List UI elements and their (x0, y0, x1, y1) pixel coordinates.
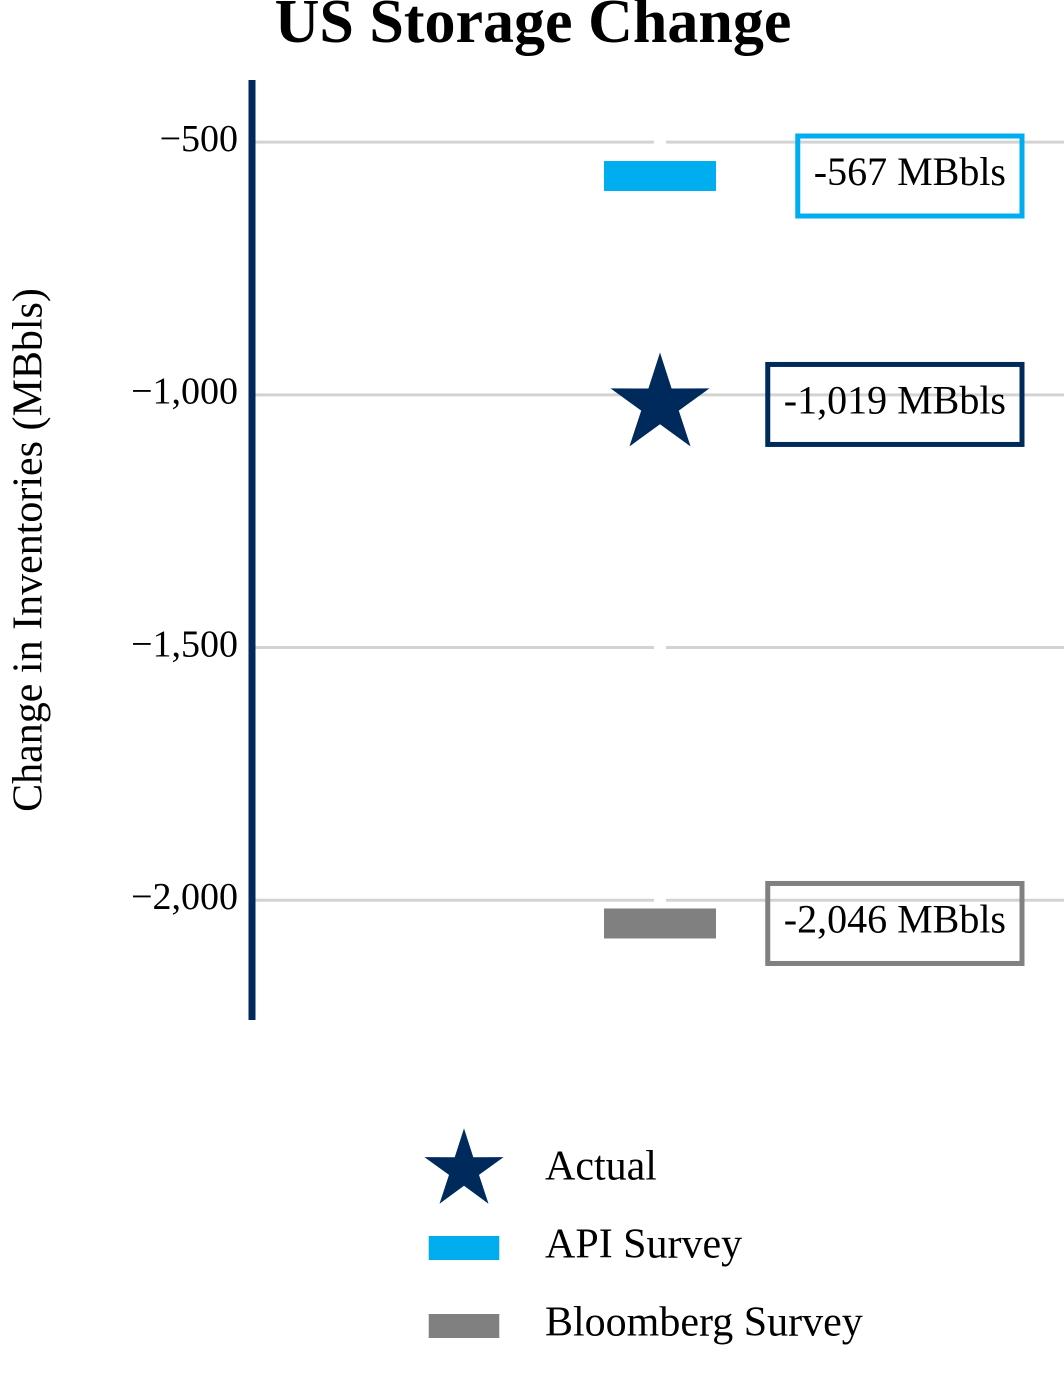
bar-marker (604, 161, 716, 192)
y-axis-label: Change in Inventories (MBbls) (6, 288, 52, 812)
value-label-box (765, 880, 1025, 966)
value-label: -2,046 MBbls (784, 897, 1006, 942)
value-label: -1,019 MBbls (784, 378, 1006, 423)
value-label-box (795, 133, 1025, 219)
bar-marker (428, 1236, 500, 1260)
chart-title: US Storage Change (275, 0, 792, 56)
bar-marker (604, 908, 716, 939)
value-label: -567 MBbls (814, 149, 1006, 194)
y-tick-label: −500 (160, 118, 238, 160)
star-marker (610, 352, 710, 447)
y-tick-label: −1,500 (131, 623, 238, 665)
bar-marker (428, 1314, 500, 1338)
y-tick-label: −1,000 (131, 371, 238, 413)
value-label-box (765, 361, 1025, 447)
legend-label: API Survey (545, 1222, 742, 1268)
star-marker (424, 1128, 504, 1204)
y-tick-label: −2,000 (131, 876, 238, 918)
legend-label: Actual (545, 1144, 657, 1190)
legend-label: Bloomberg Survey (545, 1300, 863, 1346)
